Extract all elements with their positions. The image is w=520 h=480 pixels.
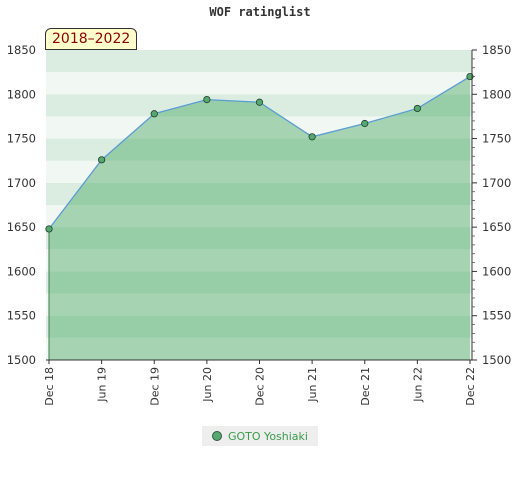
area-fill	[48, 76, 470, 361]
background-band	[46, 182, 472, 205]
background-band	[46, 160, 472, 183]
x-tick-label: Jun 21	[306, 367, 319, 403]
chart-title: WOF ratinglist	[209, 5, 311, 19]
legend-label: GOTO Yoshiaki	[228, 429, 308, 443]
series-area	[49, 76, 470, 361]
y-tick-label-left: 1700	[7, 176, 36, 190]
data-points	[45, 72, 474, 233]
x-tick-label: Jun 19	[96, 367, 109, 403]
background-band	[46, 293, 472, 316]
y-tick-label-right: 1550	[482, 309, 511, 323]
y-tick-label-right: 1850	[482, 43, 511, 57]
background-band	[46, 72, 472, 95]
y-tick-label-right: 1650	[482, 220, 511, 234]
data-point	[45, 225, 53, 233]
y-axis-right: 1500 1550 1600 1650 1700 1750 1800 1850	[471, 43, 511, 367]
x-tick-label: Dec 22	[464, 367, 477, 406]
data-point	[308, 133, 316, 141]
x-tick-label: Jun 20	[201, 367, 214, 403]
data-point	[203, 96, 211, 104]
data-point	[150, 110, 158, 118]
x-tick-label: Dec 21	[359, 367, 372, 406]
y-tick-label-left: 1850	[7, 43, 36, 57]
y-tick-label-left: 1500	[7, 353, 36, 367]
x-axis: Dec 18 Jun 19 Dec 19 Jun 20 Dec 20 Jun 21 Dec …	[43, 359, 477, 406]
y-tick-label-right: 1800	[482, 87, 511, 101]
data-point	[413, 104, 421, 113]
y-tick-label-left: 1550	[7, 309, 36, 323]
background-band	[46, 138, 472, 161]
background-band	[46, 249, 472, 272]
period-badge: 2018–2022	[45, 28, 138, 50]
y-tick-label-left: 1800	[7, 87, 36, 101]
y-tick-label-left: 1650	[7, 220, 36, 234]
data-point	[361, 119, 369, 128]
x-tick-label: Dec 18	[43, 367, 56, 406]
background-band	[46, 271, 472, 294]
x-tick-label: Dec 19	[148, 367, 161, 406]
background-band	[46, 227, 472, 250]
background-band	[46, 337, 472, 360]
legend[interactable]: GOTO Yoshiaki	[202, 426, 318, 446]
y-tick-label-left: 1750	[7, 132, 36, 146]
background-band	[46, 50, 472, 73]
legend-marker-icon	[212, 431, 222, 441]
background-band	[46, 205, 472, 228]
y-tick-label-right: 1700	[482, 176, 511, 190]
x-tick-label: Dec 20	[254, 367, 267, 406]
y-tick-label-right: 1600	[482, 264, 511, 278]
x-tick-label: Jun 22	[411, 367, 424, 403]
y-tick-label-right: 1750	[482, 132, 511, 146]
background-bands	[46, 50, 472, 360]
y-axis-left: 1500 1550 1600 1650 1700 1750 1800 1850	[7, 43, 36, 367]
y-tick-label-left: 1600	[7, 264, 36, 278]
background-band	[46, 315, 472, 338]
data-point	[98, 156, 106, 164]
y-tick-label-right: 1500	[482, 353, 511, 367]
data-point	[255, 98, 264, 106]
